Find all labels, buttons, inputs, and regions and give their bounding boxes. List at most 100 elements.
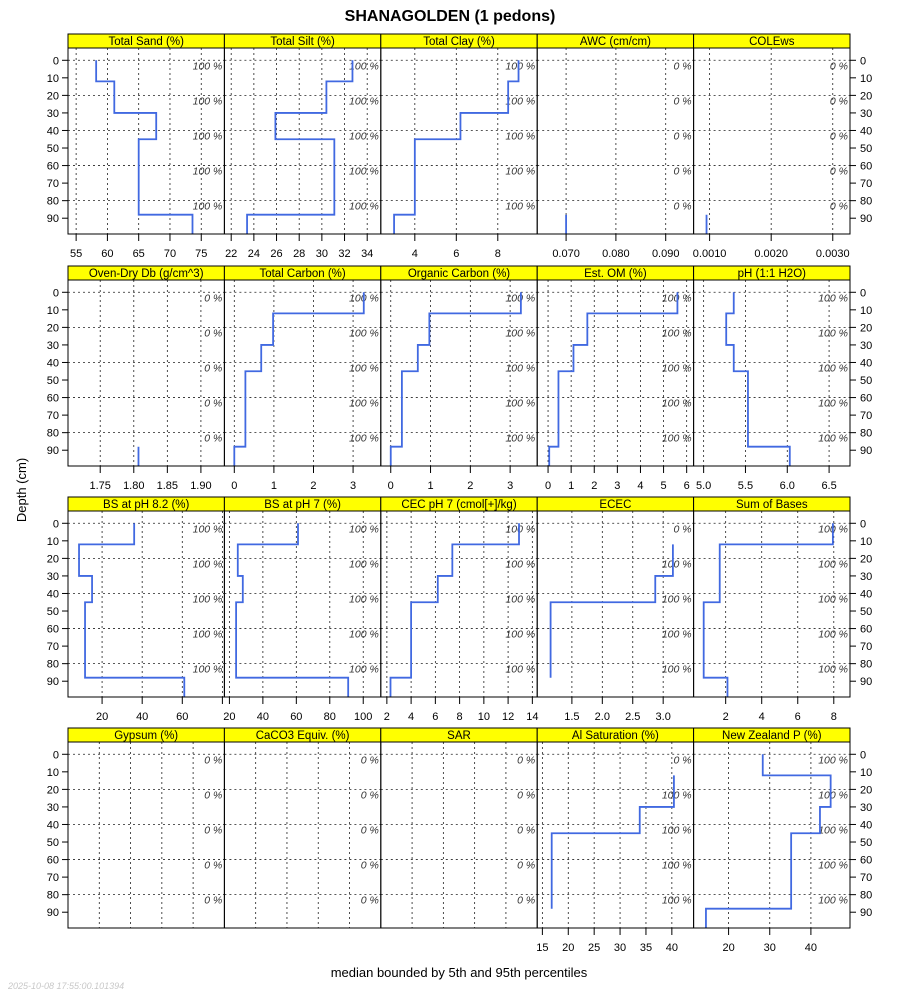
x-tick-label: 1.80	[123, 480, 144, 492]
panel-strip-label: pH (1:1 H2O)	[738, 268, 807, 280]
completeness-label: 0 %	[674, 201, 692, 213]
y-tick-label-right: 90	[860, 676, 872, 688]
y-tick-label-right: 40	[860, 357, 872, 369]
chart-title: SHANAGOLDEN (1 pedons)	[345, 8, 556, 25]
completeness-label: 0 %	[204, 398, 222, 410]
completeness-label: 0 %	[674, 130, 692, 142]
x-tick-label: 32	[338, 248, 350, 260]
completeness-label: 0 %	[674, 754, 692, 766]
median-profile-line	[548, 292, 679, 466]
x-tick-label: 25	[588, 942, 600, 954]
x-tick-label: 4	[412, 248, 418, 260]
y-tick-label-right: 60	[860, 624, 872, 636]
completeness-label: 100 %	[349, 130, 379, 142]
y-tick-label-left: 50	[47, 375, 59, 387]
completeness-label: 100 %	[662, 433, 692, 445]
x-tick-label: 12	[502, 711, 514, 723]
completeness-label: 100 %	[193, 558, 223, 570]
completeness-label: 100 %	[505, 327, 535, 339]
completeness-label: 100 %	[349, 558, 379, 570]
x-tick-label: 0	[388, 480, 394, 492]
x-tick-label: 70	[164, 248, 176, 260]
y-tick-label-right: 60	[860, 161, 872, 173]
x-tick-label: 6	[453, 248, 459, 260]
completeness-label: 0 %	[517, 860, 535, 872]
completeness-label: 0 %	[361, 860, 379, 872]
completeness-label: 100 %	[193, 629, 223, 641]
panel: Oven-Dry Db (g/cm^3)0 %0 %0 %0 %0 %1.75 1…	[67, 265, 225, 492]
y-tick-label-right: 30	[860, 802, 872, 814]
y-tick-label-right: 20	[860, 90, 872, 102]
completeness-label: 0 %	[361, 824, 379, 836]
completeness-label: 100 %	[349, 327, 379, 339]
y-tick-label-left: 70	[47, 410, 59, 422]
panel: ECEC 0 % 100 % 100 % 100 % 100 % 1.5 2.0 2.5 3.0	[536, 496, 695, 723]
completeness-label: 100 %	[193, 593, 223, 605]
completeness-label: 100 %	[193, 201, 223, 213]
completeness-label: 100 %	[193, 166, 223, 178]
completeness-label: 100 %	[505, 130, 535, 142]
median-profile-line	[246, 60, 354, 234]
panel-strip-label: Total Sand (%)	[108, 36, 184, 48]
completeness-label: 100 %	[505, 558, 535, 570]
completeness-label: 0 %	[517, 789, 535, 801]
completeness-label: 100 %	[662, 327, 692, 339]
median-profile-line	[705, 754, 832, 928]
completeness-label: 100 %	[818, 895, 848, 907]
x-tick-label: 40	[805, 942, 817, 954]
y-tick-label-left: 90	[47, 213, 59, 225]
panel-strip-label: Oven-Dry Db (g/cm^3)	[89, 268, 204, 280]
median-profile-line	[393, 60, 520, 234]
completeness-label: 100 %	[662, 664, 692, 676]
median-profile-line	[95, 60, 194, 234]
completeness-label: 100 %	[818, 362, 848, 374]
panel: pH (1:1 H2O) 100 % 100 % 100 % 100 % 100 % 5.0…	[693, 265, 851, 492]
y-tick-label-right: 10	[860, 767, 872, 779]
x-tick-label: 8	[457, 711, 463, 723]
x-tick-label: 2.5	[625, 711, 640, 723]
x-tick-label: 15	[536, 942, 548, 954]
x-tick-label: 5	[661, 480, 667, 492]
y-tick-label-left: 40	[47, 588, 59, 600]
panel-frame	[693, 741, 851, 929]
median-profile-line	[78, 523, 186, 697]
completeness-label: 0 %	[674, 523, 692, 535]
y-tick-label-right: 20	[860, 322, 872, 334]
y-tick-label-left: 10	[47, 305, 59, 317]
median-profile-line	[550, 775, 675, 909]
completeness-label: 100 %	[818, 629, 848, 641]
completeness-label: 100 %	[818, 593, 848, 605]
y-tick-label-right: 70	[860, 178, 872, 190]
panel: Organic Carbon (%) 100 % 100 % 100 % 100 % 1 0…	[380, 265, 538, 492]
x-tick-label: 1.5	[564, 711, 579, 723]
y-tick-label-right: 10	[860, 536, 872, 548]
completeness-label: 100 %	[349, 523, 379, 535]
y-tick-label-left: 60	[47, 855, 59, 867]
y-tick-label-left: 30	[47, 802, 59, 814]
y-tick-label-left: 10	[47, 536, 59, 548]
y-tick-label-left: 40	[47, 357, 59, 369]
x-tick-label: 60	[101, 248, 113, 260]
y-tick-label-left: 20	[47, 322, 59, 334]
completeness-label: 0 %	[674, 95, 692, 107]
panel: Est. OM (%)100 %100 %100 %100 %100 %0 1 2 3…	[536, 265, 695, 492]
median-profile-line	[702, 523, 834, 697]
completeness-label: 0 %	[674, 166, 692, 178]
x-tick-label: 55	[70, 248, 82, 260]
completeness-label: 100 %	[818, 789, 848, 801]
completeness-label: 100 %	[662, 789, 692, 801]
y-tick-label-right: 30	[860, 340, 872, 352]
completeness-label: 100 %	[505, 362, 535, 374]
completeness-label: 100 %	[193, 95, 223, 107]
timestamp: 2025-10-08 17:55:00.101394	[7, 981, 124, 991]
x-tick-label: 10	[478, 711, 490, 723]
y-tick-label-right: 30	[860, 571, 872, 583]
y-tick-label-left: 90	[47, 676, 59, 688]
panel-strip-label: Gypsum (%)	[114, 730, 178, 742]
x-tick-label: 3.0	[656, 711, 671, 723]
y-tick-label-right: 60	[860, 855, 872, 867]
x-tick-label: 35	[640, 942, 652, 954]
x-tick-label: 2	[310, 480, 316, 492]
